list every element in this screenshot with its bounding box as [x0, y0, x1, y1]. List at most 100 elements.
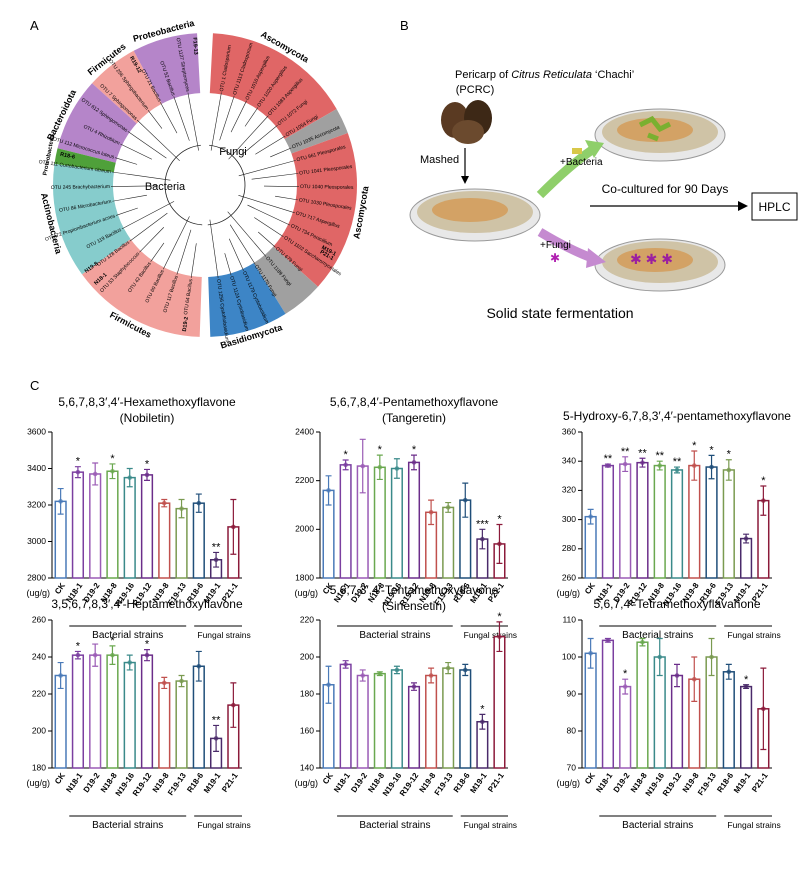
group-label: Bacterial strains: [359, 820, 430, 831]
y-tick-label: 340: [562, 455, 576, 465]
branch: [176, 229, 192, 275]
bar: [636, 461, 649, 579]
bar: [442, 506, 455, 579]
strain-label: D19-2: [182, 316, 190, 332]
data-point: [428, 510, 434, 515]
arrow-head: [738, 201, 748, 211]
branch: [127, 131, 167, 159]
y-tick-label: 70: [567, 762, 577, 772]
x-tick-label: R19-12: [661, 771, 684, 798]
significance: **: [673, 456, 682, 468]
branch: [114, 157, 138, 165]
branch: [241, 125, 278, 156]
bar: [71, 654, 85, 769]
branch: [219, 95, 235, 141]
data-point: [326, 488, 331, 493]
text: ‘Chachi’: [592, 69, 634, 81]
data-point: [462, 497, 468, 503]
data-point: [127, 475, 133, 480]
y-tick-label: 3200: [27, 499, 46, 509]
branch: [164, 144, 203, 226]
data-point: [640, 460, 645, 465]
bar: [584, 515, 597, 579]
text: Pericarp of: [455, 69, 511, 81]
branch: [120, 143, 153, 160]
leaf-label: OTU 245 Brachybacterium: [51, 184, 110, 191]
data-point: [343, 462, 348, 468]
clade-sector: [273, 133, 358, 287]
x-tick-label: D19-2: [82, 771, 102, 794]
y-tick-label: 200: [300, 651, 314, 661]
bar: [493, 635, 506, 769]
data-point: [144, 652, 150, 658]
panel-label: C: [30, 378, 39, 393]
data-point: [445, 665, 451, 671]
chart-title: 5,6,7,8,3′,4′-Hexamethoxyflavone: [58, 395, 236, 409]
bar: [123, 661, 136, 769]
y-tick-label: 100: [562, 651, 576, 661]
significance: *: [497, 611, 502, 623]
y-tick-label: 140: [300, 762, 314, 772]
significance: *: [76, 640, 81, 652]
branch: [187, 92, 199, 151]
chart-title: 5,6,7,3′,4′-Tentamethoxyflavone: [330, 583, 499, 597]
data-point: [674, 467, 680, 473]
data-point: [231, 702, 236, 708]
branch: [244, 107, 259, 127]
branch: [228, 238, 244, 271]
clade-label: Bacteria: [145, 181, 186, 193]
data-point: [213, 557, 219, 563]
data-point: [179, 678, 184, 684]
y-axis-label: (ug/g): [294, 778, 318, 788]
data-point: [761, 706, 766, 712]
branch: [147, 110, 163, 129]
significance: ***: [476, 518, 490, 530]
bacteria: [638, 115, 672, 142]
data-point: [360, 463, 366, 469]
data-point: [92, 652, 98, 658]
x-tick-label: CK: [53, 581, 67, 596]
branch: [210, 92, 222, 151]
branch: [238, 160, 296, 177]
branch: [254, 217, 284, 237]
data-point: [326, 682, 331, 688]
clade-sector: [208, 263, 286, 337]
bar: [175, 680, 188, 769]
bar: [601, 639, 615, 769]
y-tick-label: 3600: [27, 426, 46, 436]
significance: *: [110, 635, 115, 647]
bar: [140, 474, 154, 579]
y-tick-label: 2000: [295, 524, 314, 534]
fungi-icon: ✱ ✱ ✱: [630, 251, 673, 267]
clade-sector: [284, 109, 348, 154]
strain-label: R18-6: [60, 152, 76, 161]
y-tick-label: 160: [300, 725, 314, 735]
bar: [442, 667, 455, 769]
y-tick-label: 320: [562, 485, 576, 495]
clade-sector: [133, 33, 201, 104]
dish: [409, 188, 541, 242]
bar: [373, 466, 386, 579]
group-label: Bacterial strains: [92, 630, 163, 641]
significance: **: [621, 446, 630, 458]
branch: [136, 119, 180, 162]
branch: [207, 144, 246, 226]
branch: [173, 96, 190, 141]
data-point: [691, 463, 697, 468]
strain-label: F19-13: [191, 37, 198, 55]
branch: [111, 171, 171, 181]
data-point: [411, 460, 417, 465]
data-point: [588, 651, 593, 656]
bar: [722, 671, 735, 769]
x-tick-label: M19-1: [202, 771, 223, 795]
branch: [263, 185, 299, 187]
data-point: [428, 673, 434, 678]
significance: *: [145, 458, 150, 470]
significance: **: [638, 447, 647, 459]
data-point: [161, 680, 167, 686]
bar: [425, 674, 438, 769]
x-tick-label: N18-1: [332, 771, 352, 794]
significance: **: [212, 541, 221, 553]
step-label: +Bacteria: [560, 157, 603, 168]
data-point: [196, 663, 202, 669]
